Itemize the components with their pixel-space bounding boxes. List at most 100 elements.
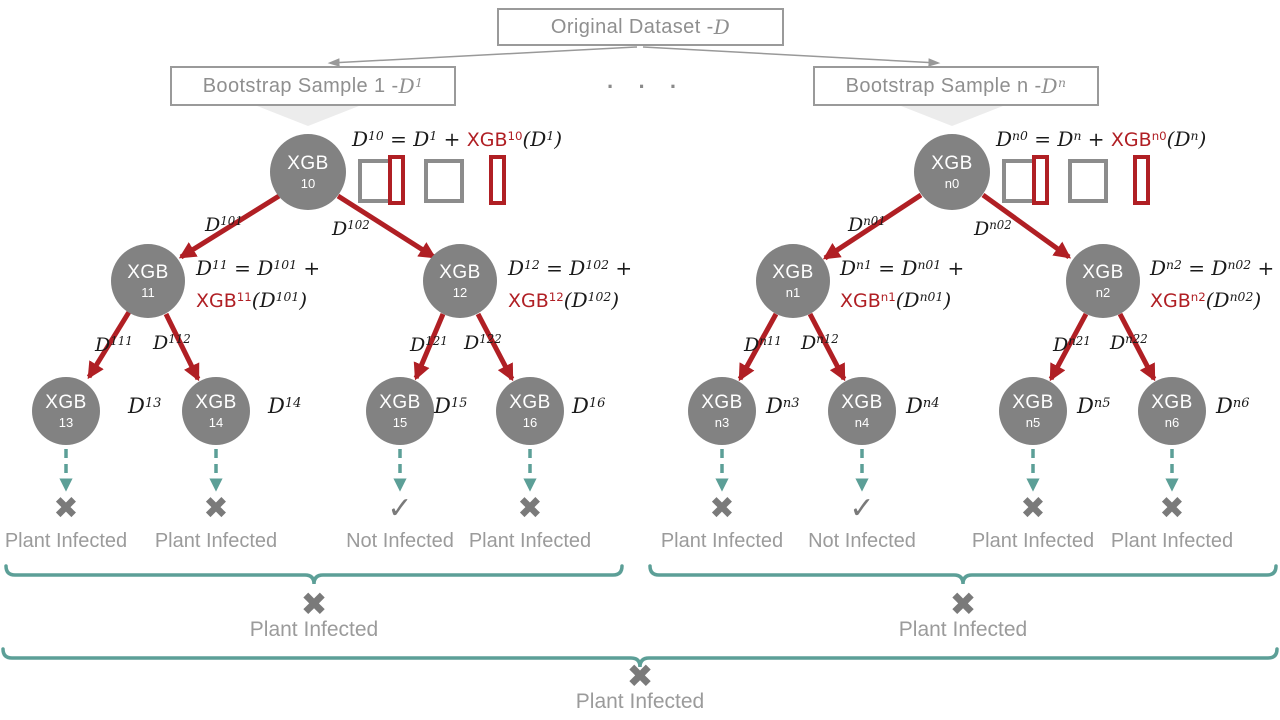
- aggregation-braces: [1, 564, 1279, 668]
- cross-mark-icon: ✖: [53, 491, 79, 526]
- dataset-label-d16: D16: [572, 394, 606, 418]
- xgb-node-n2: XGB n2: [1066, 244, 1140, 318]
- xgb-node-10: XGB 10: [270, 134, 346, 210]
- dataset-square-icon: [424, 159, 464, 203]
- dataset-label-dn4: Dn4: [906, 394, 940, 418]
- node-14-label: XGB: [195, 391, 237, 413]
- chevron-down-right: [896, 104, 1008, 126]
- formula-node-n2: Dn2 = Dn02 + XGBn2(Dn02): [1150, 252, 1274, 316]
- verdict-label: Not Infected: [808, 530, 916, 552]
- verdict-label: Plant Infected: [660, 530, 784, 552]
- edge-label-dn11: Dn11: [744, 334, 782, 356]
- formula-node-11-line2: XGB11(D101): [196, 288, 308, 312]
- node-13-id: 13: [58, 414, 74, 430]
- left-tree-verdict: Plant Infected: [249, 618, 379, 641]
- original-dataset-math: D: [713, 15, 731, 39]
- cross-mark-icon: ✖: [1159, 491, 1185, 526]
- xgb-node-14: XGB 14: [182, 377, 250, 445]
- edge-n1-n3: [737, 312, 779, 382]
- dataset-label-dn5: Dn5: [1077, 394, 1111, 418]
- xgb-node-n4: XGB n4: [828, 377, 896, 445]
- node-n3-id: n3: [714, 414, 730, 430]
- node-n1-id: n1: [785, 284, 801, 300]
- edge-label-dn02: Dn02: [974, 218, 1012, 240]
- chevron-down-left: [252, 104, 364, 126]
- verdict-label: Plant Infected: [154, 530, 278, 552]
- original-dataset-box: Original Dataset - D: [497, 8, 784, 46]
- bootstrap-1-math: D1: [398, 74, 424, 98]
- node-11-label: XGB: [127, 261, 169, 283]
- verdict-label: Plant Infected: [971, 530, 1095, 552]
- formula-node-n2-line2: XGBn2(Dn02): [1150, 288, 1262, 312]
- edge-n2-n5: [1048, 312, 1089, 382]
- formula-node-n1-line1: Dn1 = Dn01 +: [840, 256, 965, 280]
- verdict-label: Not Infected: [346, 530, 454, 552]
- bootstrap-sample-n-box: Bootstrap Sample n - Dn: [813, 66, 1099, 106]
- xgb-node-16: XGB 16: [496, 377, 564, 445]
- verdict-label: Plant Infected: [4, 530, 128, 552]
- node-n6-id: n6: [1164, 414, 1180, 430]
- arrow-dataset-to-bootstrapn: [642, 46, 941, 67]
- edge-n0-n1: [822, 192, 923, 261]
- right-tree-verdict: Plant Infected: [898, 618, 1028, 641]
- check-mark-icon: ✓: [849, 491, 875, 526]
- node-10-id: 10: [300, 175, 316, 191]
- dataset-label-d14: D14: [268, 394, 302, 418]
- bootstrap-n-label: Bootstrap Sample n -: [845, 74, 1042, 97]
- node-n5-label: XGB: [1012, 391, 1054, 413]
- dataset-label-d15: D15: [434, 394, 468, 418]
- edge-label-dn12: Dn12: [801, 332, 839, 354]
- formula-node-12-line1: D12 = D102 +: [508, 256, 633, 280]
- edge-12-15: [413, 313, 446, 381]
- xgb-node-15: XGB 15: [366, 377, 434, 445]
- node-15-label: XGB: [379, 391, 421, 413]
- node-n4-label: XGB: [841, 391, 883, 413]
- edge-label-dn01: Dn01: [848, 214, 886, 236]
- final-verdict: Plant Infected: [575, 690, 705, 713]
- formula-node-n1: Dn1 = Dn01 + XGBn1(Dn01): [840, 252, 964, 316]
- cross-mark-icon: ✖: [626, 657, 654, 695]
- edge-n1-n4: [807, 312, 847, 382]
- formula-node-12-line2: XGB12(D102): [508, 288, 620, 312]
- residual-bar-icon: [388, 155, 405, 205]
- node-16-id: 16: [522, 414, 538, 430]
- xgb-node-n3: XGB n3: [688, 377, 756, 445]
- cross-mark-icon: ✖: [949, 585, 977, 623]
- formula-root-right: Dn0 = Dn + XGBn0(Dn): [996, 127, 1207, 151]
- node-16-label: XGB: [509, 391, 551, 413]
- node-n4-id: n4: [854, 414, 870, 430]
- node-n1-label: XGB: [772, 261, 814, 283]
- xgb-node-n0: XGB n0: [914, 134, 990, 210]
- edge-label-d112: D112: [153, 332, 191, 354]
- node-15-id: 15: [392, 414, 408, 430]
- edge-n0-n2: [981, 192, 1072, 260]
- xgb-node-11: XGB 11: [111, 244, 185, 318]
- dataset-square-icon: [1068, 159, 1108, 203]
- verdict-label: Plant Infected: [1110, 530, 1234, 552]
- arrow-dataset-to-bootstrap1: [327, 46, 638, 67]
- residual-bar-icon: [489, 155, 506, 205]
- edge-10-11: [178, 193, 281, 260]
- node-13-label: XGB: [45, 391, 87, 413]
- cross-mark-icon: ✖: [203, 491, 229, 526]
- edge-12-16: [475, 312, 515, 382]
- node-n0-id: n0: [944, 175, 960, 191]
- edge-label-dn22: Dn22: [1110, 332, 1148, 354]
- node-12-label: XGB: [439, 261, 481, 283]
- node-11-id: 11: [141, 284, 155, 300]
- dataset-label-dn6: Dn6: [1216, 394, 1250, 418]
- node-10-label: XGB: [287, 152, 329, 174]
- xgb-node-13: XGB 13: [32, 377, 100, 445]
- formula-node-11-line1: D11 = D101 +: [196, 256, 321, 280]
- cross-mark-icon: ✖: [1020, 491, 1046, 526]
- node-n6-label: XGB: [1151, 391, 1193, 413]
- edge-10-12: [336, 193, 437, 260]
- edge-11-13: [86, 310, 132, 380]
- brace-final: [1, 647, 1279, 668]
- bootstrap-n-math: Dn: [1041, 74, 1067, 98]
- edge-label-d122: D122: [464, 332, 502, 354]
- node-n5-id: n5: [1025, 414, 1041, 430]
- residual-bar-icon: [1133, 155, 1150, 205]
